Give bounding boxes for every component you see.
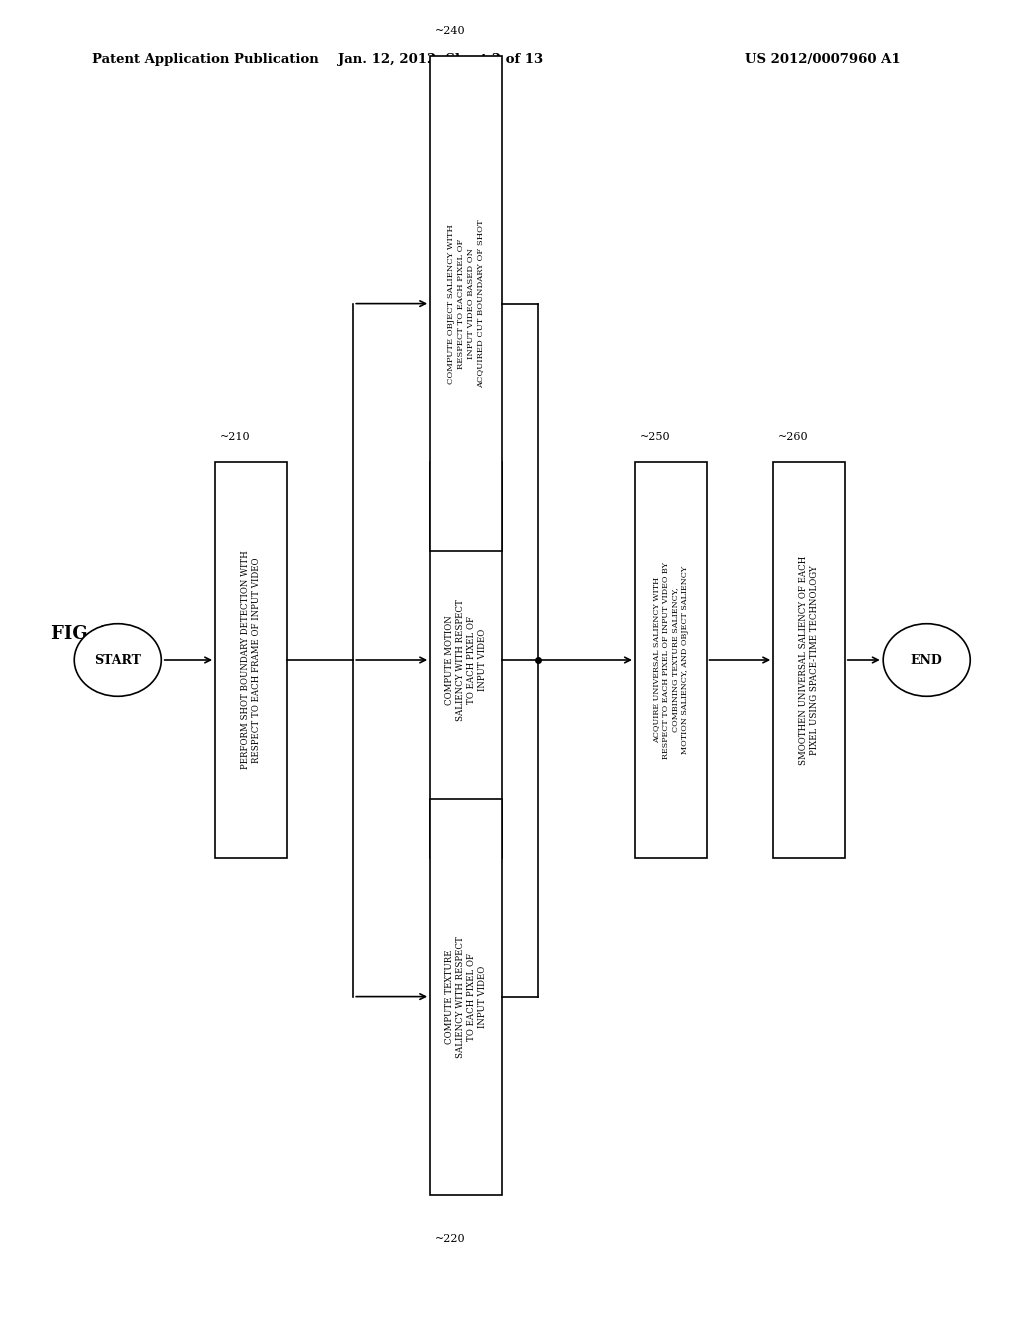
Text: COMPUTE TEXTURE
SALIENCY WITH RESPECT
TO EACH PIXEL OF
INPUT VIDEO: COMPUTE TEXTURE SALIENCY WITH RESPECT TO… xyxy=(444,936,487,1057)
Text: Patent Application Publication: Patent Application Publication xyxy=(92,53,318,66)
FancyBboxPatch shape xyxy=(215,462,287,858)
Text: END: END xyxy=(910,653,943,667)
Ellipse shape xyxy=(883,624,971,697)
Text: ~250: ~250 xyxy=(640,432,671,442)
Text: COMPUTE OBJECT SALIENCY WITH
RESPECT TO EACH PIXEL OF
INPUT VIDEO BASED ON
ACQUI: COMPUTE OBJECT SALIENCY WITH RESPECT TO … xyxy=(447,219,484,388)
Text: ~220: ~220 xyxy=(435,1234,466,1245)
Text: ~230: ~230 xyxy=(435,432,466,442)
Text: FIG. 2: FIG. 2 xyxy=(51,624,113,643)
Text: Jan. 12, 2012  Sheet 2 of 13: Jan. 12, 2012 Sheet 2 of 13 xyxy=(338,53,543,66)
Text: SMOOTHEN UNIVERSAL SALIENCY OF EACH
PIXEL USING SPACE-TIME TECHNOLOGY: SMOOTHEN UNIVERSAL SALIENCY OF EACH PIXE… xyxy=(799,556,819,764)
FancyBboxPatch shape xyxy=(635,462,707,858)
Text: ~240: ~240 xyxy=(435,26,466,36)
Text: ~260: ~260 xyxy=(778,432,809,442)
Text: US 2012/0007960 A1: US 2012/0007960 A1 xyxy=(745,53,901,66)
FancyBboxPatch shape xyxy=(430,799,502,1195)
FancyBboxPatch shape xyxy=(430,462,502,858)
Text: ACQUIRE UNIVERSAL SALIENCY WITH
RESPECT TO EACH PIXEL OF INPUT VIDEO BY
COMBININ: ACQUIRE UNIVERSAL SALIENCY WITH RESPECT … xyxy=(652,561,689,759)
Text: START: START xyxy=(94,653,141,667)
FancyBboxPatch shape xyxy=(773,462,845,858)
Ellipse shape xyxy=(75,624,162,697)
Text: COMPUTE MOTION
SALIENCY WITH RESPECT
TO EACH PIXEL OF
INPUT VIDEO: COMPUTE MOTION SALIENCY WITH RESPECT TO … xyxy=(444,599,487,721)
FancyBboxPatch shape xyxy=(430,55,502,552)
Text: PERFORM SHOT BOUNDARY DETECTION WITH
RESPECT TO EACH FRAME OF INPUT VIDEO: PERFORM SHOT BOUNDARY DETECTION WITH RES… xyxy=(241,550,261,770)
Text: ~210: ~210 xyxy=(220,432,251,442)
